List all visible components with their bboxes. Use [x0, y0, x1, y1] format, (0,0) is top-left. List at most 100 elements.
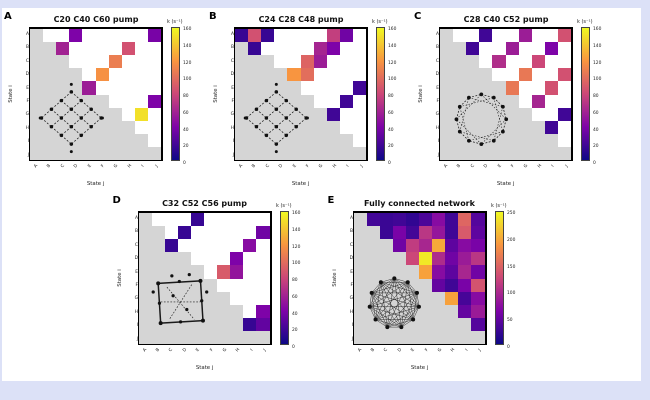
x-tick: D [277, 162, 284, 169]
heatmap-cell [518, 55, 532, 69]
inset-node [264, 133, 269, 138]
colorbar-tick: 80 [593, 93, 599, 98]
heatmap-cell [531, 81, 545, 95]
heatmap-cell [56, 29, 70, 43]
inset-node [59, 133, 64, 138]
y-tick: C [25, 57, 29, 63]
x-tick: J [563, 163, 569, 168]
heatmap-cell [108, 55, 122, 69]
inset-node [170, 274, 174, 278]
heatmap-cell [339, 146, 353, 160]
y-axis-label: State i [418, 85, 424, 103]
heatmap-cell [287, 107, 301, 121]
heatmap-cell [217, 226, 231, 240]
panel-title: C28 C40 C52 pump [463, 15, 549, 24]
heatmap-cell [557, 94, 571, 108]
inset-node [284, 133, 288, 138]
heatmap-cell [108, 29, 122, 43]
heatmap-cell [243, 226, 257, 240]
heatmap-cell [432, 213, 446, 227]
inset-edge [51, 126, 62, 136]
heatmap-cell [300, 81, 314, 95]
heatmap-cell [82, 42, 96, 56]
panel-title: C20 C40 C60 pump [53, 15, 139, 24]
inset-node [156, 281, 161, 286]
inset-node [59, 116, 64, 120]
x-tick: D [396, 346, 403, 353]
inset-node [466, 139, 471, 143]
colorbar-tick: 160 [388, 26, 397, 31]
y-axis-label: State i [8, 85, 14, 103]
heatmap-cell [164, 317, 178, 331]
heatmap-cell [235, 42, 249, 56]
heatmap-cell [261, 107, 275, 121]
heatmap-cell [326, 107, 340, 121]
heatmap-cell [274, 29, 288, 43]
colorbar-tick: 120 [291, 243, 300, 249]
colorbar-tick: 40 [593, 126, 599, 132]
heatmap-cell [261, 68, 275, 82]
heatmap-cell [453, 29, 467, 43]
panel-label: A [4, 11, 12, 22]
heatmap-cell [518, 68, 532, 82]
heatmap-cell [235, 55, 249, 69]
colorbar-tick: 100 [506, 290, 515, 296]
heatmap-cell [544, 146, 558, 160]
y-tick: A [25, 31, 29, 37]
heatmap-cell [261, 81, 275, 95]
inset-node [201, 318, 206, 323]
heatmap-cell [379, 213, 393, 227]
heatmap-cell [95, 94, 109, 108]
heatmap-cell [471, 213, 485, 227]
inset-edge [369, 278, 395, 308]
heatmap-cell [557, 133, 571, 147]
colorbar-tick-labels: 250 200 150 100 50 0 [506, 210, 529, 349]
x-tick: A [141, 347, 147, 353]
heatmap-cell [56, 55, 70, 69]
heatmap-cell [121, 81, 135, 95]
inset-edge [381, 282, 388, 328]
heatmap-grid [440, 29, 571, 160]
heatmap-cell [505, 120, 519, 134]
heatmap-cell [352, 68, 366, 82]
heatmap [234, 27, 368, 161]
inset-edge [459, 106, 470, 141]
heatmap-cell [30, 94, 44, 108]
heatmap-cell [466, 107, 480, 121]
heatmap-cell [544, 68, 558, 82]
y-tick: J [432, 151, 439, 158]
heatmap-cell [339, 133, 353, 147]
network-inset-diagram [38, 83, 104, 154]
x-tick: B [46, 163, 52, 169]
heatmap-cell [353, 213, 367, 227]
inset-node [284, 98, 288, 103]
inset-edge [417, 292, 420, 307]
heatmap-cell [151, 330, 165, 344]
inset-node [264, 116, 269, 120]
y-tick-labels: A B C D E F G H IJ [340, 211, 352, 345]
inset-edge [401, 292, 418, 328]
heatmap-cell [471, 265, 485, 279]
inset-edge [80, 126, 92, 136]
heatmap-cell [274, 68, 288, 82]
heatmap-cell [471, 330, 485, 344]
heatmap-cell [379, 239, 393, 253]
heatmap-cell [313, 42, 327, 56]
inset-edge [276, 117, 287, 128]
y-tick: J [130, 335, 137, 342]
colorbar-tick: 120 [183, 59, 192, 65]
heatmap-cell [531, 146, 545, 160]
y-axis-label: State i [331, 269, 338, 287]
inset-edge [493, 131, 504, 142]
inset-node [100, 116, 104, 120]
heatmap-cell [235, 133, 249, 147]
heatmap-cell [432, 252, 446, 266]
x-tick: H [234, 346, 241, 353]
heatmap-cell [108, 107, 122, 121]
heatmap-cell [190, 304, 204, 318]
